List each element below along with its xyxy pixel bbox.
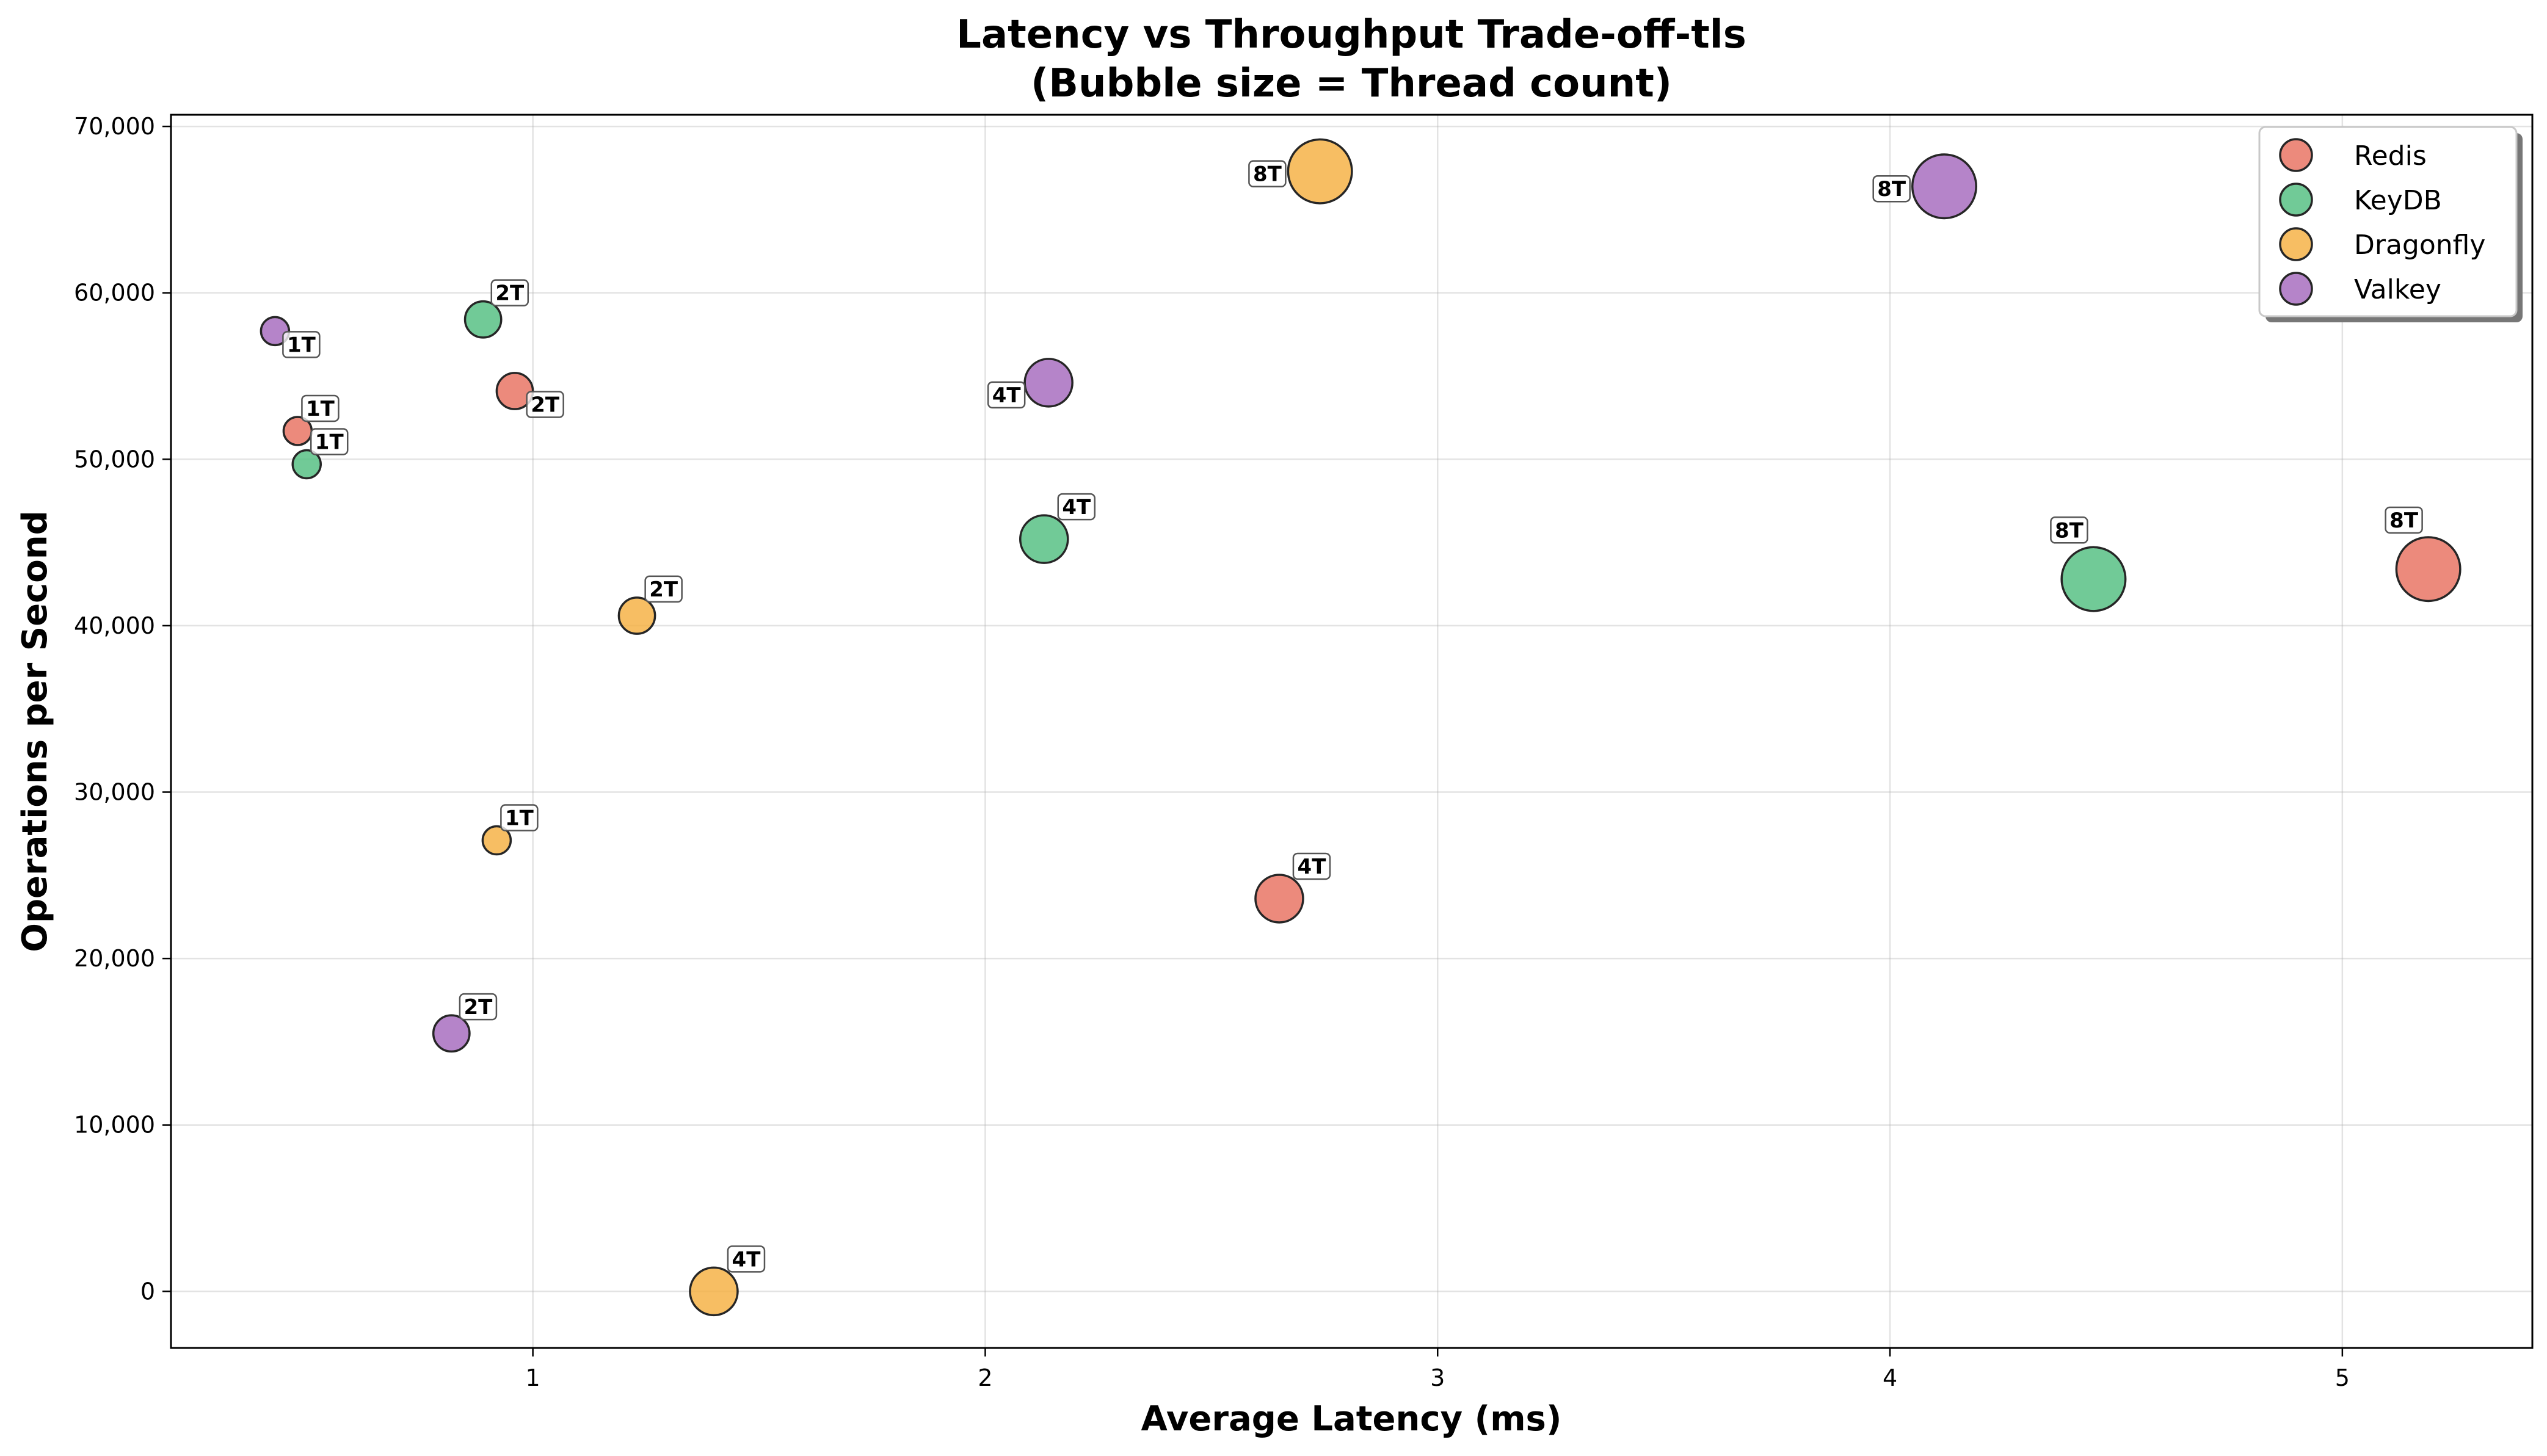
thread-tag-label: 8T	[2389, 509, 2419, 533]
y-tick-label: 60,000	[74, 280, 155, 306]
thread-tag-box	[500, 804, 539, 831]
thread-tag-label: 1T	[306, 397, 335, 421]
legend-entry-label: Redis	[2354, 140, 2427, 172]
thread-tag: 2T	[459, 993, 498, 1021]
bubble-point	[1911, 153, 1977, 220]
legend-marker	[2279, 138, 2313, 172]
thread-tag-box	[1872, 175, 1911, 203]
bubble-layer	[260, 138, 2462, 1317]
thread-tag-label: 2T	[495, 281, 525, 306]
legend-entry-label: KeyDB	[2354, 185, 2442, 216]
thread-tag-box	[490, 279, 529, 306]
thread-tag: 1T	[301, 394, 340, 422]
thread-tag-label: 2T	[463, 995, 493, 1020]
thread-tag-box	[310, 428, 349, 455]
thread-tag-box	[2385, 506, 2423, 534]
thread-tag-box	[2050, 516, 2088, 544]
y-tick-label: 20,000	[74, 945, 155, 972]
x-tick-label: 1	[526, 1364, 540, 1391]
y-tick-label: 40,000	[74, 612, 155, 639]
thread-tag-box	[1248, 160, 1287, 187]
thread-tag-label: 8T	[2055, 518, 2084, 543]
y-axis-label: Operations per Second	[15, 510, 55, 952]
thread-tag-label: 4T	[992, 383, 1022, 408]
tag-layer: 1T 2T 4T 8T 1T 2T 4T 8T 1T 2T 4T 8T 1T 2T 4T 8T	[282, 160, 2423, 1273]
thread-tag: 4T	[1292, 852, 1331, 880]
legend-marker	[2279, 272, 2313, 306]
thread-tag-box	[459, 993, 498, 1021]
chart-title: Latency vs Throughput Trade-off-tls	[956, 12, 1746, 57]
thread-tag-box	[727, 1245, 766, 1273]
plot-frame	[170, 114, 2534, 1349]
thread-tag: 2T	[644, 575, 683, 603]
thread-tag: 8T	[2050, 516, 2088, 544]
legend-entry-label: Valkey	[2354, 274, 2441, 305]
thread-tag: 4T	[987, 381, 1026, 409]
thread-tag: 8T	[2385, 506, 2423, 534]
x-tick-label: 4	[1883, 1364, 1897, 1391]
tick-layer: 1 2 3 4 5 0 10,000 20,000 30,000 40,000 50,000 60,0…	[74, 113, 2350, 1391]
y-tick-label: 0	[140, 1278, 155, 1305]
y-tick-label: 10,000	[74, 1112, 155, 1139]
thread-tag-box	[644, 575, 683, 603]
bubble-point	[2060, 546, 2127, 612]
thread-tag-label: 8T	[1877, 177, 1906, 201]
bubble-point	[291, 449, 322, 480]
legend: Redis KeyDB Dragonfly Valkey	[2258, 126, 2523, 322]
thread-tag-label: 4T	[1062, 495, 1091, 520]
bubble-point	[432, 1014, 471, 1053]
y-tick-label: 70,000	[74, 113, 155, 140]
bubble-point	[617, 596, 656, 635]
bubble-point	[1023, 358, 1074, 408]
thread-tag: 1T	[282, 331, 321, 358]
legend-marker	[2279, 227, 2313, 261]
bubble-point	[463, 300, 503, 339]
thread-tag-label: 1T	[505, 806, 534, 831]
bubble-point	[1287, 138, 1353, 205]
thread-tag-label: 2T	[531, 393, 560, 418]
bubble-point	[689, 1266, 739, 1317]
bubble-point	[2395, 536, 2462, 603]
legend-frame	[2258, 126, 2518, 317]
x-tick-label: 5	[2335, 1364, 2350, 1391]
thread-tag: 1T	[310, 428, 349, 455]
x-tick-label: 2	[978, 1364, 992, 1391]
x-tick-label: 3	[1430, 1364, 1445, 1391]
thread-tag-label: 4T	[732, 1247, 761, 1272]
thread-tag: 4T	[1057, 493, 1096, 521]
thread-tag: 2T	[490, 279, 529, 306]
x-axis-label: Average Latency (ms)	[1141, 1399, 1562, 1439]
thread-tag-box	[282, 331, 321, 358]
thread-tag: 4T	[727, 1245, 766, 1273]
thread-tag-label: 4T	[1298, 855, 1327, 879]
thread-tag: 8T	[1872, 175, 1911, 203]
bubble-point	[1254, 874, 1304, 924]
thread-tag-label: 1T	[287, 333, 316, 357]
chart-subtitle: (Bubble size = Thread count)	[1031, 61, 1672, 106]
thread-tag-box	[301, 394, 340, 422]
bubble-point	[1019, 514, 1069, 564]
legend-marker	[2279, 183, 2313, 217]
thread-tag: 1T	[500, 804, 539, 831]
y-tick-label: 30,000	[74, 779, 155, 806]
bubble-point	[481, 825, 512, 856]
legend-entry-label: Dragonfly	[2354, 230, 2485, 261]
thread-tag-label: 8T	[1253, 162, 1282, 187]
y-tick-label: 50,000	[74, 446, 155, 473]
thread-tag-box	[1057, 493, 1096, 521]
thread-tag-box	[526, 391, 564, 418]
thread-tag: 2T	[526, 391, 564, 418]
thread-tag: 8T	[1248, 160, 1287, 187]
thread-tag-box	[1292, 852, 1331, 880]
thread-tag-label: 1T	[315, 430, 344, 454]
thread-tag-box	[987, 381, 1026, 409]
grid-layer	[171, 115, 2532, 1348]
thread-tag-label: 2T	[649, 578, 678, 602]
